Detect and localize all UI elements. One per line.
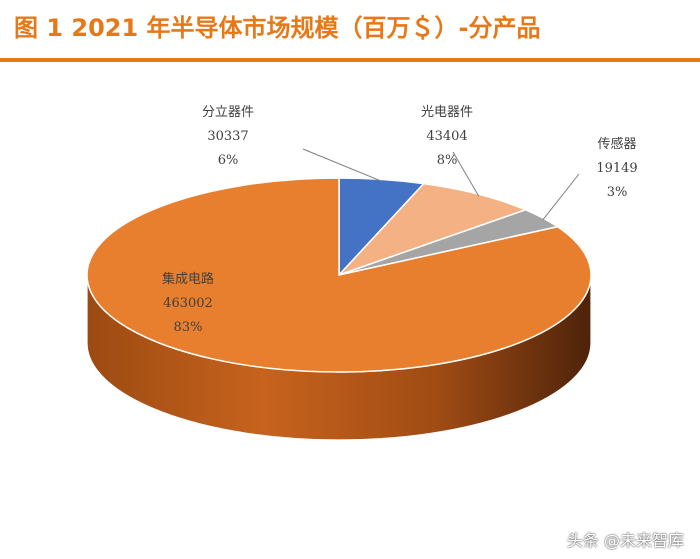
slice-label-percent: 83%: [174, 320, 203, 335]
slice-label-name: 集成电路: [162, 271, 214, 287]
leader-line-2: [452, 151, 480, 197]
pie-slices: [86, 177, 592, 373]
slice-label-value: 43404: [426, 129, 467, 144]
title-underline: [0, 58, 700, 62]
leader-line-3: [542, 173, 580, 221]
slice-4: [86, 177, 592, 373]
slice-2: [338, 182, 528, 276]
slice-label-percent: 8%: [437, 153, 458, 168]
chart-title: 图 1 2021 年半导体市场规模（百万＄）-分产品: [14, 14, 541, 42]
slice-label-value: 30337: [207, 129, 248, 144]
slice-label-percent: 6%: [218, 153, 239, 168]
leader-line-1: [302, 148, 383, 182]
leader-lines: [302, 148, 580, 221]
slice-labels: 分立器件 30337 6% 光电器件 43404 8% 传感器 19149 3% 集成电路 4630…: [162, 105, 638, 335]
slice-label-name: 分立器件: [202, 105, 254, 120]
slice-label-value: 19149: [596, 161, 637, 176]
slice-label-value: 463002: [163, 296, 213, 311]
slice-label-name: 光电器件: [421, 105, 473, 120]
slice-label-name: 传感器: [597, 136, 636, 152]
watermark: 头条 @未来智库: [566, 531, 684, 550]
slice-label-percent: 3%: [607, 185, 628, 200]
